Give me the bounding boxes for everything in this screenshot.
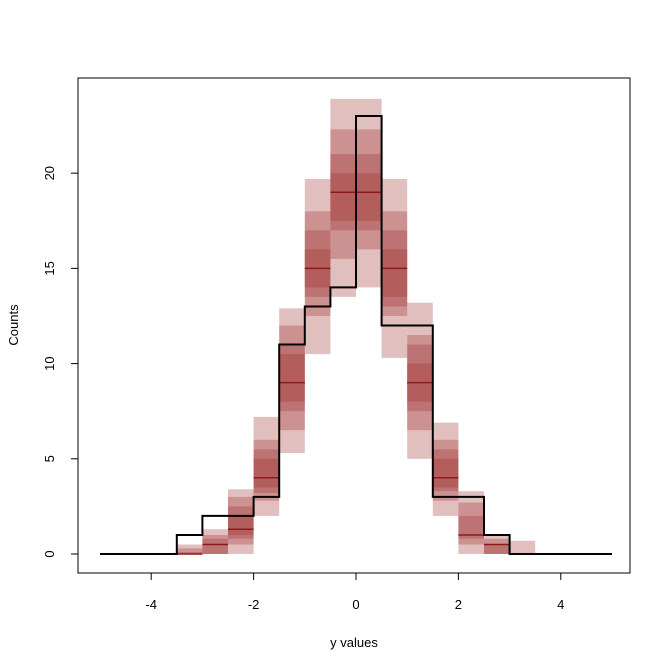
replicate-band-rect: [228, 506, 254, 539]
replicate-band-rect: [381, 211, 408, 316]
replicate-band-rect: [381, 249, 408, 297]
x-tick-label: 0: [352, 597, 359, 612]
replicate-band-rect: [432, 458, 459, 488]
x-tick-label: -2: [248, 597, 260, 612]
replicate-band-rect: [407, 302, 433, 459]
x-tick-label: 4: [557, 597, 564, 612]
y-axis: 0 5 10 15 20: [42, 166, 79, 558]
replicate-band-rect: [458, 502, 484, 545]
replicate-band-rect: [279, 308, 305, 454]
x-axis-label: y values: [330, 635, 378, 650]
replicate-band-rect: [330, 98, 356, 297]
replicate-band-rect: [228, 489, 254, 554]
replicate-band-rect: [356, 173, 382, 221]
replicate-band-rect: [304, 230, 331, 297]
replicate-band-rect: [176, 544, 203, 554]
replicate-band-rect: [458, 515, 484, 539]
replicate-band-rect: [279, 344, 305, 412]
replicate-band-rect: [330, 129, 356, 259]
y-tick-label: 5: [42, 455, 57, 462]
replicate-band-rect: [228, 496, 254, 545]
replicate-band-rect: [202, 529, 228, 554]
replicate-band-rect: [330, 173, 356, 221]
replicate-band-rect: [279, 354, 305, 402]
replicate-band-rect: [304, 178, 331, 355]
replicate-band-rect: [228, 515, 254, 535]
replicate-band-rect: [458, 491, 484, 554]
replicate-band-rect: [176, 548, 203, 554]
replicate-band-rect: [407, 344, 433, 412]
replicate-band-rect: [176, 552, 203, 554]
replicate-band-rect: [253, 416, 280, 516]
replicate-band-rect: [509, 540, 536, 554]
replicate-band-rect: [356, 129, 382, 250]
replicate-band-rect: [253, 439, 280, 501]
x-tick-label: 2: [455, 597, 462, 612]
replicate-band-rect: [279, 325, 305, 431]
replicate-band-rect: [356, 98, 382, 288]
replicate-band-rect: [484, 544, 510, 554]
replicate-band-rect: [304, 211, 331, 316]
replicate-band-rect: [253, 458, 280, 488]
y-tick-label: 15: [42, 261, 57, 275]
replicate-band-rect: [432, 422, 459, 516]
x-axis: -4 -2 0 2 4: [145, 572, 564, 612]
y-tick-label: 10: [42, 356, 57, 370]
y-tick-label: 20: [42, 166, 57, 180]
replicate-band-rect: [432, 439, 459, 501]
replicate-band-rect: [253, 449, 280, 494]
observed-step-line: [100, 115, 612, 555]
x-tick-label: -4: [145, 597, 157, 612]
replicate-band-rect: [202, 538, 228, 554]
y-tick-label: 0: [42, 550, 57, 557]
replicate-band-rect: [484, 538, 510, 554]
y-axis-label: Counts: [6, 304, 21, 346]
replicate-band-rect: [432, 449, 459, 492]
